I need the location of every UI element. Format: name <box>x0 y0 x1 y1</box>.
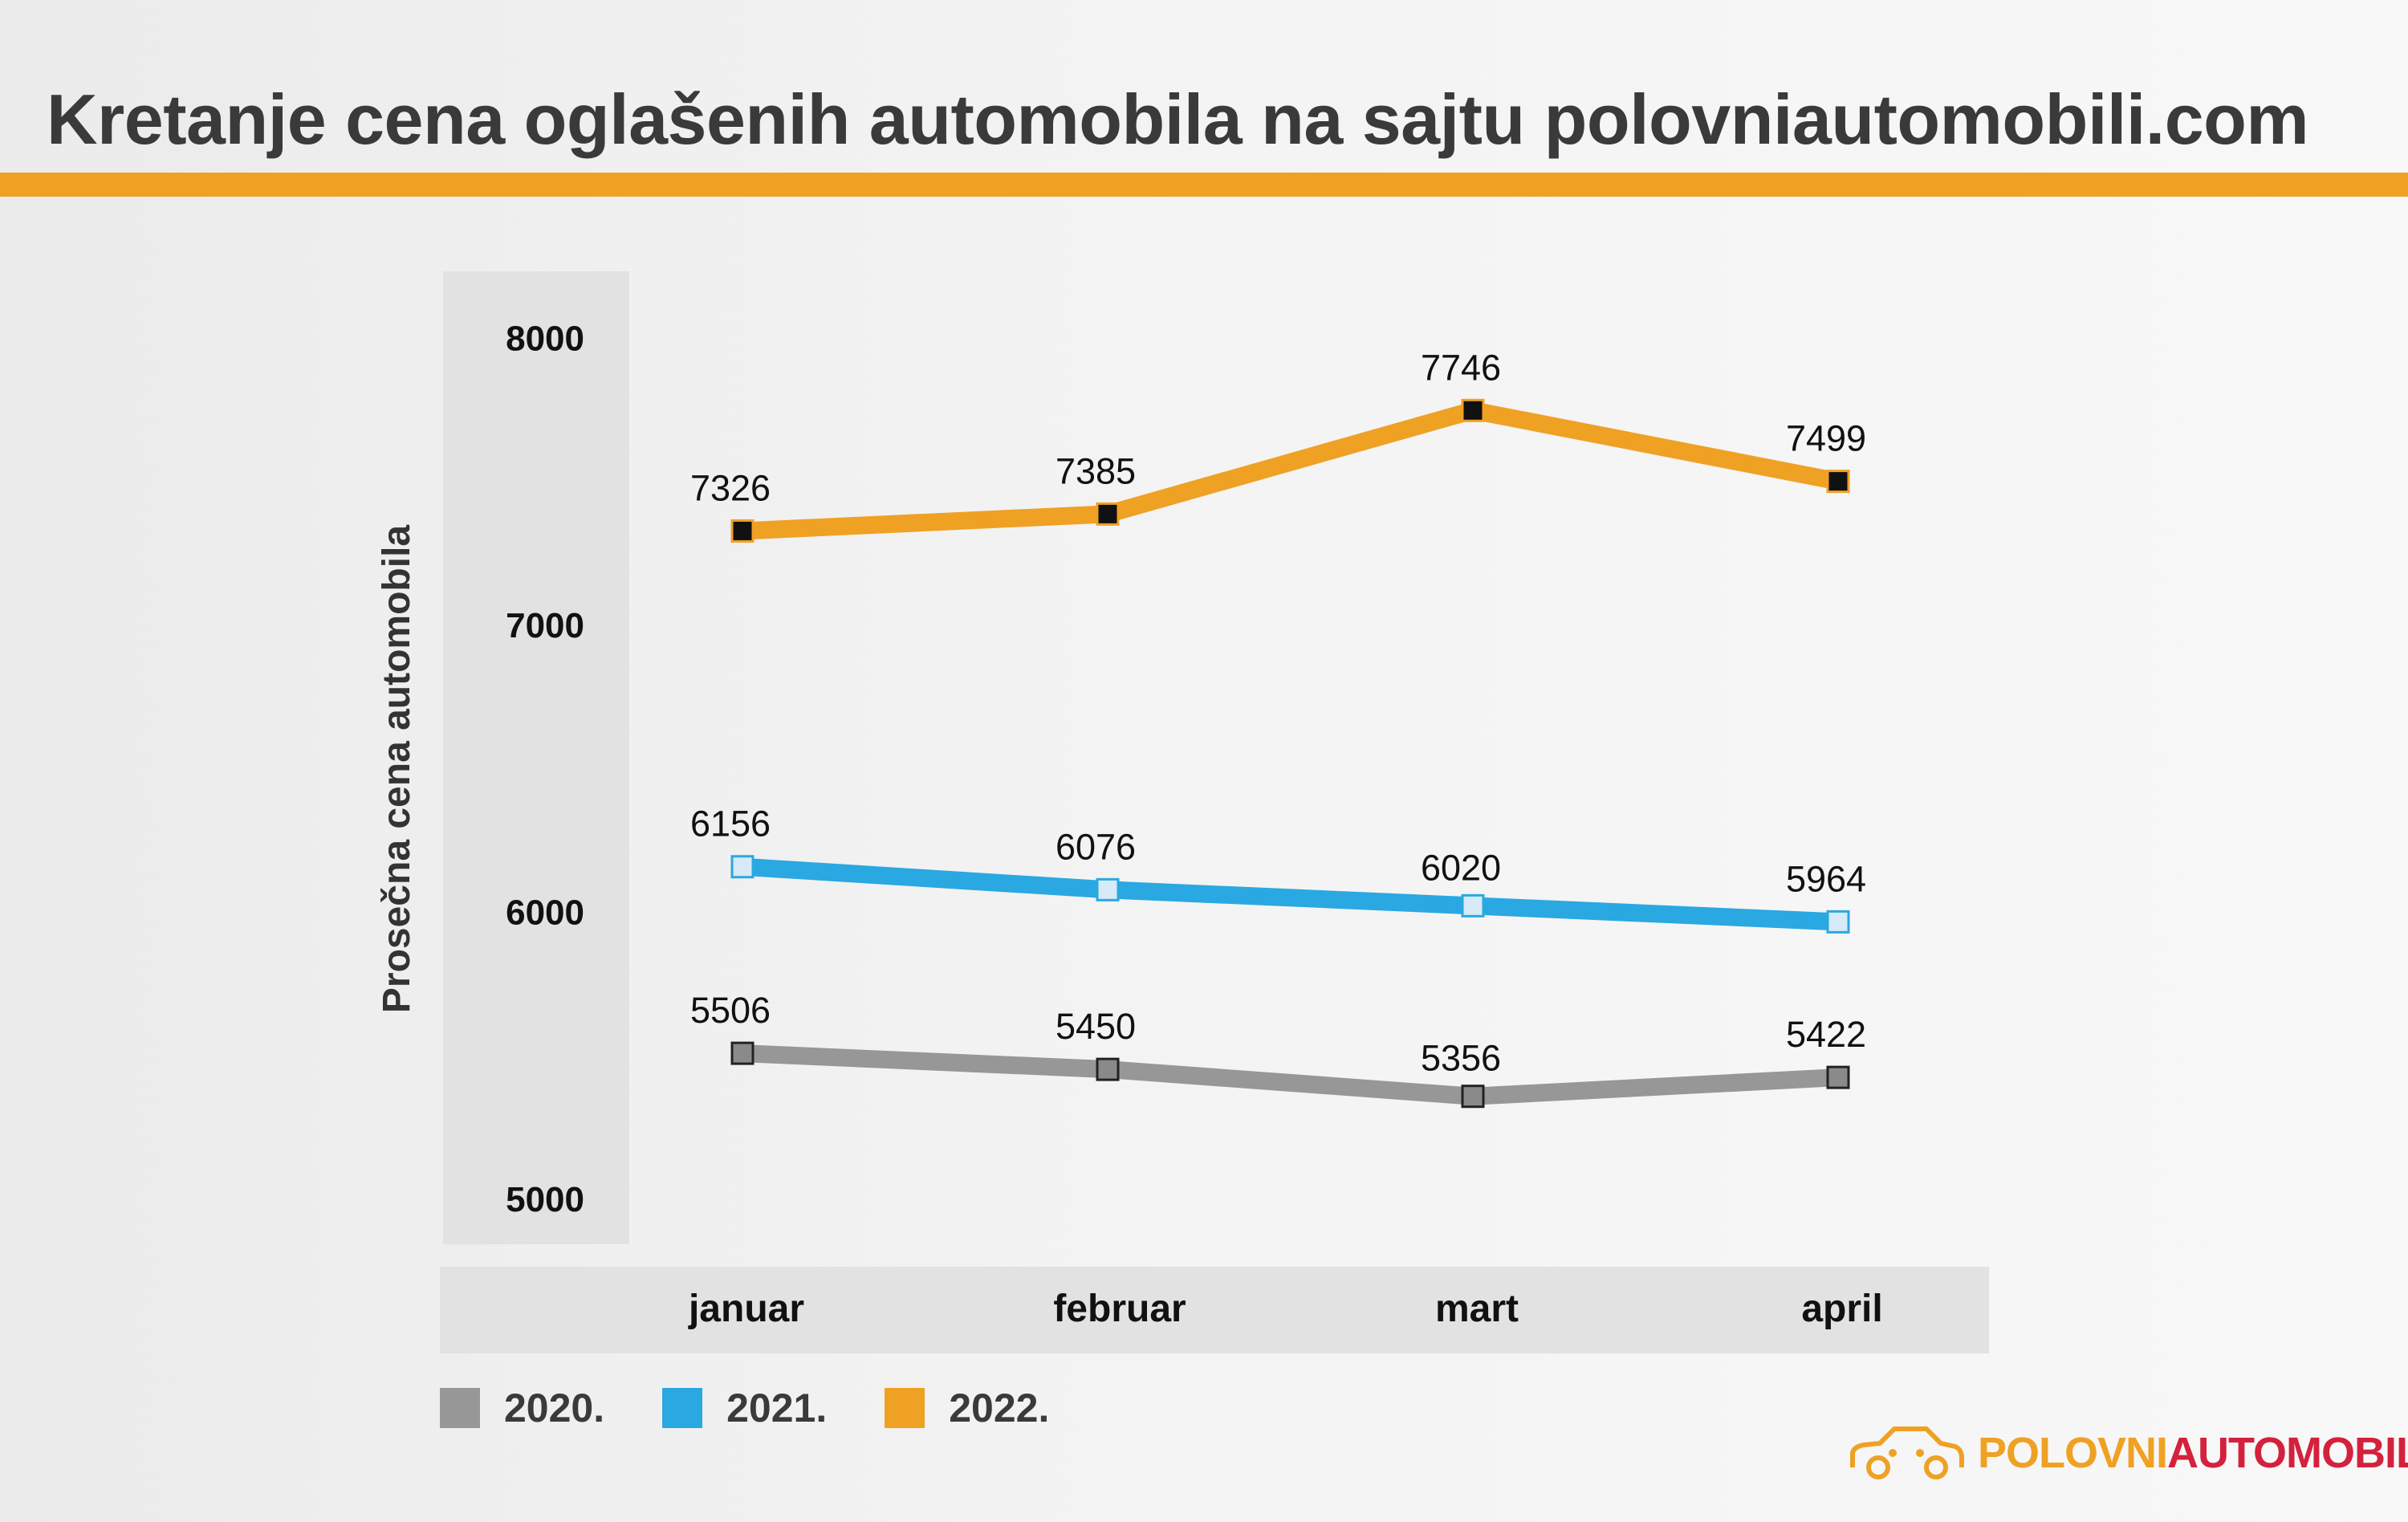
data-label: 5422 <box>1786 1014 1866 1055</box>
data-point <box>1826 1065 1850 1089</box>
data-point <box>1461 1085 1485 1109</box>
y-tick-6000: 6000 <box>506 893 584 933</box>
y-tick-8000: 8000 <box>506 319 584 359</box>
data-point <box>1096 877 1120 901</box>
legend-item-2022: 2022. <box>885 1385 1049 1431</box>
chart-title: Kretanje cena oglašenih automobila na sa… <box>47 79 2309 159</box>
y-axis-label: Prosečna cena automobila <box>376 525 418 1014</box>
data-label: 6076 <box>1056 826 1136 867</box>
data-point <box>1826 910 1850 934</box>
series-2020: 5506 5450 5356 5422 <box>690 990 1866 1109</box>
legend: 2020. 2021. 2022. <box>440 1385 1049 1431</box>
x-category-februar: februar <box>1053 1288 1186 1330</box>
data-label: 7499 <box>1786 418 1866 459</box>
legend-swatch-2020 <box>440 1388 480 1428</box>
series-layer: 5506 5450 5356 5422 6156 6076 6020 5964 7326 7385… <box>690 347 1866 1109</box>
y-axis-band <box>443 271 629 1244</box>
data-label: 5356 <box>1421 1038 1501 1079</box>
legend-label-2020: 2020. <box>504 1386 605 1430</box>
y-tick-7000: 7000 <box>506 606 584 645</box>
legend-swatch-2022 <box>885 1388 925 1428</box>
car-outline-icon <box>1850 1426 1964 1479</box>
x-categories: januar februar mart april <box>688 1288 1883 1330</box>
data-label: 6156 <box>690 804 771 844</box>
legend-label-2022: 2022. <box>949 1386 1050 1430</box>
data-label: 5964 <box>1786 858 1866 899</box>
data-point <box>1826 470 1850 494</box>
y-tick-5000: 5000 <box>506 1180 584 1219</box>
data-point <box>1461 893 1485 918</box>
data-point <box>1096 1057 1120 1081</box>
legend-swatch-2021 <box>662 1388 703 1428</box>
logo-part-1: POLOVNI <box>1978 1429 2168 1477</box>
data-point <box>730 1041 755 1065</box>
data-label: 7326 <box>690 467 771 508</box>
series-line-2020 <box>742 1044 1839 1105</box>
series-2021: 6156 6076 6020 5964 <box>690 804 1866 934</box>
logo-part-2: AUTOMOBILI <box>2167 1429 2408 1477</box>
data-point <box>730 519 755 543</box>
data-label: 6020 <box>1421 847 1501 888</box>
x-axis-band <box>440 1267 1989 1353</box>
y-ticks: 5000 6000 7000 8000 <box>506 319 584 1220</box>
data-point <box>1461 398 1485 422</box>
legend-item-2020: 2020. <box>440 1385 604 1431</box>
brand-logo: POLOVNIAUTOMOBILI <box>1846 1421 2408 1485</box>
data-point <box>1096 502 1120 526</box>
data-label: 7746 <box>1421 347 1501 388</box>
x-category-april: april <box>1801 1288 1882 1330</box>
x-category-januar: januar <box>688 1288 804 1330</box>
title-underline <box>0 173 2408 197</box>
series-line-2021 <box>742 857 1839 931</box>
legend-item-2021: 2021. <box>662 1385 827 1431</box>
data-label: 5506 <box>690 990 771 1031</box>
legend-label-2021: 2021. <box>726 1386 828 1430</box>
data-label: 5450 <box>1056 1006 1136 1047</box>
series-2022: 7326 7385 7746 7499 <box>690 347 1866 543</box>
data-point <box>730 855 755 879</box>
data-label: 7385 <box>1056 450 1136 491</box>
logo-wordmark: POLOVNIAUTOMOBILI <box>1978 1428 2408 1478</box>
x-category-mart: mart <box>1435 1288 1519 1330</box>
series-line-2022 <box>742 401 1841 540</box>
